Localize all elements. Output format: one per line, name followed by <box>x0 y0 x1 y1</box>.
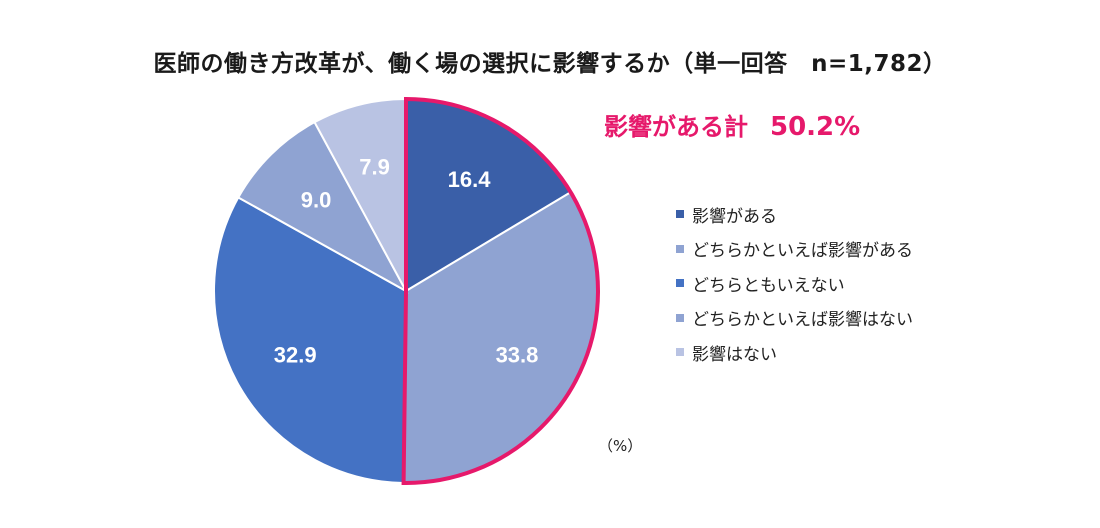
callout-label: 影響がある計 <box>604 113 748 141</box>
legend-label: 影響がある <box>692 206 777 227</box>
slice-value-label: 16.4 <box>448 167 492 192</box>
legend-swatch <box>676 244 684 253</box>
pie-slice <box>236 120 409 294</box>
legend-swatch <box>676 313 684 322</box>
legend-item: どちらかといえば影響はない <box>676 301 913 336</box>
legend-item: 影響はない <box>676 335 913 370</box>
legend-label: どちらかといえば影響がある <box>692 241 913 262</box>
slice-value-label: 32.9 <box>274 343 317 368</box>
pie-slice <box>213 196 408 484</box>
legend-label: どちらかといえば影響はない <box>692 310 913 331</box>
legend-swatch <box>676 348 684 357</box>
legend: 影響がある どちらかといえば影響がある どちらともいえない どちらかといえば影響… <box>676 197 913 370</box>
unit-label: （%） <box>598 437 643 455</box>
slice-value-label: 33.8 <box>496 342 539 367</box>
slice-value-label: 7.9 <box>359 154 390 179</box>
legend-item: 影響がある <box>676 197 913 232</box>
slice-value-label: 9.0 <box>301 187 332 212</box>
legend-swatch <box>676 279 684 288</box>
legend-swatch <box>676 210 684 219</box>
chart-title: 医師の働き方改革が、働く場の選択に影響するか（単一回答 n=1,782） <box>153 51 947 77</box>
legend-item: どちらともいえない <box>676 266 913 301</box>
legend-label: 影響はない <box>692 344 777 365</box>
highlight-callout: 影響がある計 50.2% <box>604 107 860 142</box>
legend-item: どちらかといえば影響がある <box>676 232 913 267</box>
legend-label: どちらともいえない <box>692 275 845 296</box>
highlight-outline <box>401 96 600 485</box>
callout-value: 50.2% <box>770 112 861 142</box>
